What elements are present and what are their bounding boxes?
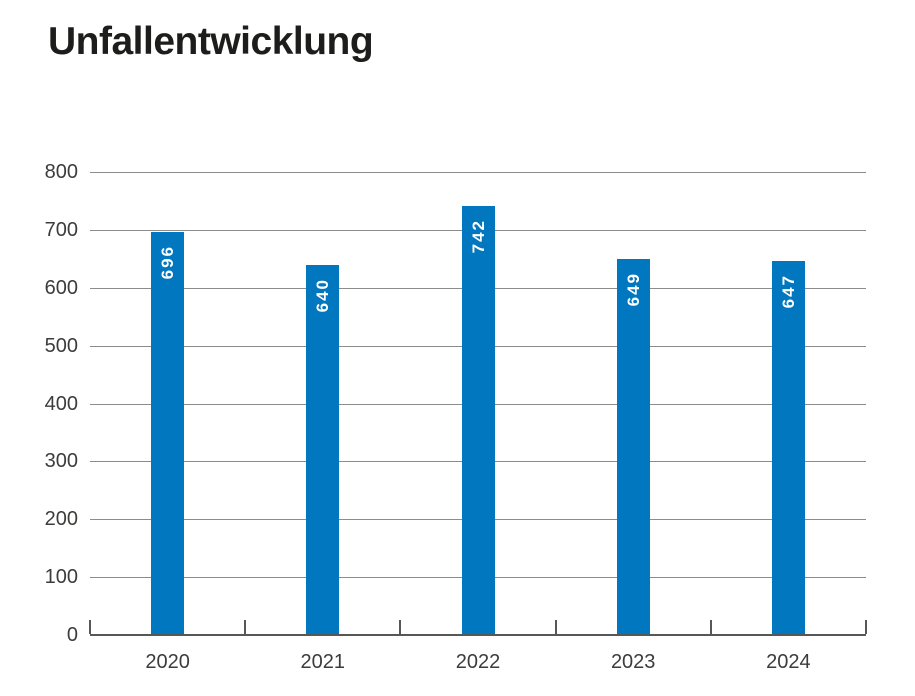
y-tick-label-100: 100	[44, 566, 78, 589]
bar-value-label: 649	[623, 272, 643, 307]
y-tick-label-0: 0	[66, 624, 78, 646]
x-axis-tick	[709, 620, 712, 634]
y-tick-label-600: 600	[44, 276, 78, 299]
y-tick-label-200: 200	[44, 508, 78, 531]
y-tick-label-500: 500	[44, 334, 78, 357]
x-category-label-2023: 2023	[610, 651, 656, 673]
bar-value-label: 742	[468, 218, 488, 253]
y-tick-label-800: 800	[44, 161, 78, 183]
bar-2024: 647	[771, 260, 805, 635]
bar-2021: 640	[306, 264, 340, 635]
x-category-label-2022: 2022	[455, 651, 501, 673]
x-axis-tick	[554, 620, 557, 634]
x-category-label-2021: 2021	[300, 651, 346, 673]
bar-chart-plot-area: 696 640 742 649 647	[89, 172, 867, 636]
y-tick-label-300: 300	[44, 450, 78, 473]
gridline-800	[90, 172, 866, 173]
bar-2020: 696	[151, 232, 185, 635]
bar-2022: 742	[461, 205, 495, 635]
x-axis-tick	[89, 620, 91, 634]
x-axis-tick	[865, 620, 867, 634]
bar-value-label: 696	[158, 245, 178, 280]
bar-2023: 649	[616, 259, 650, 635]
x-axis-tick	[244, 620, 247, 634]
x-axis-line	[90, 634, 866, 636]
bar-value-label: 640	[313, 277, 333, 312]
y-axis-labels: 0 100 200 300 400 500 600 700 800	[0, 0, 78, 696]
x-axis-tick	[399, 620, 402, 634]
chart-title: Unfallentwicklung	[48, 20, 374, 63]
y-tick-label-700: 700	[44, 218, 78, 241]
bar-value-label: 647	[778, 273, 798, 308]
x-category-label-2020: 2020	[145, 651, 190, 673]
y-tick-label-400: 400	[44, 392, 78, 415]
x-category-label-2024: 2024	[766, 651, 811, 673]
